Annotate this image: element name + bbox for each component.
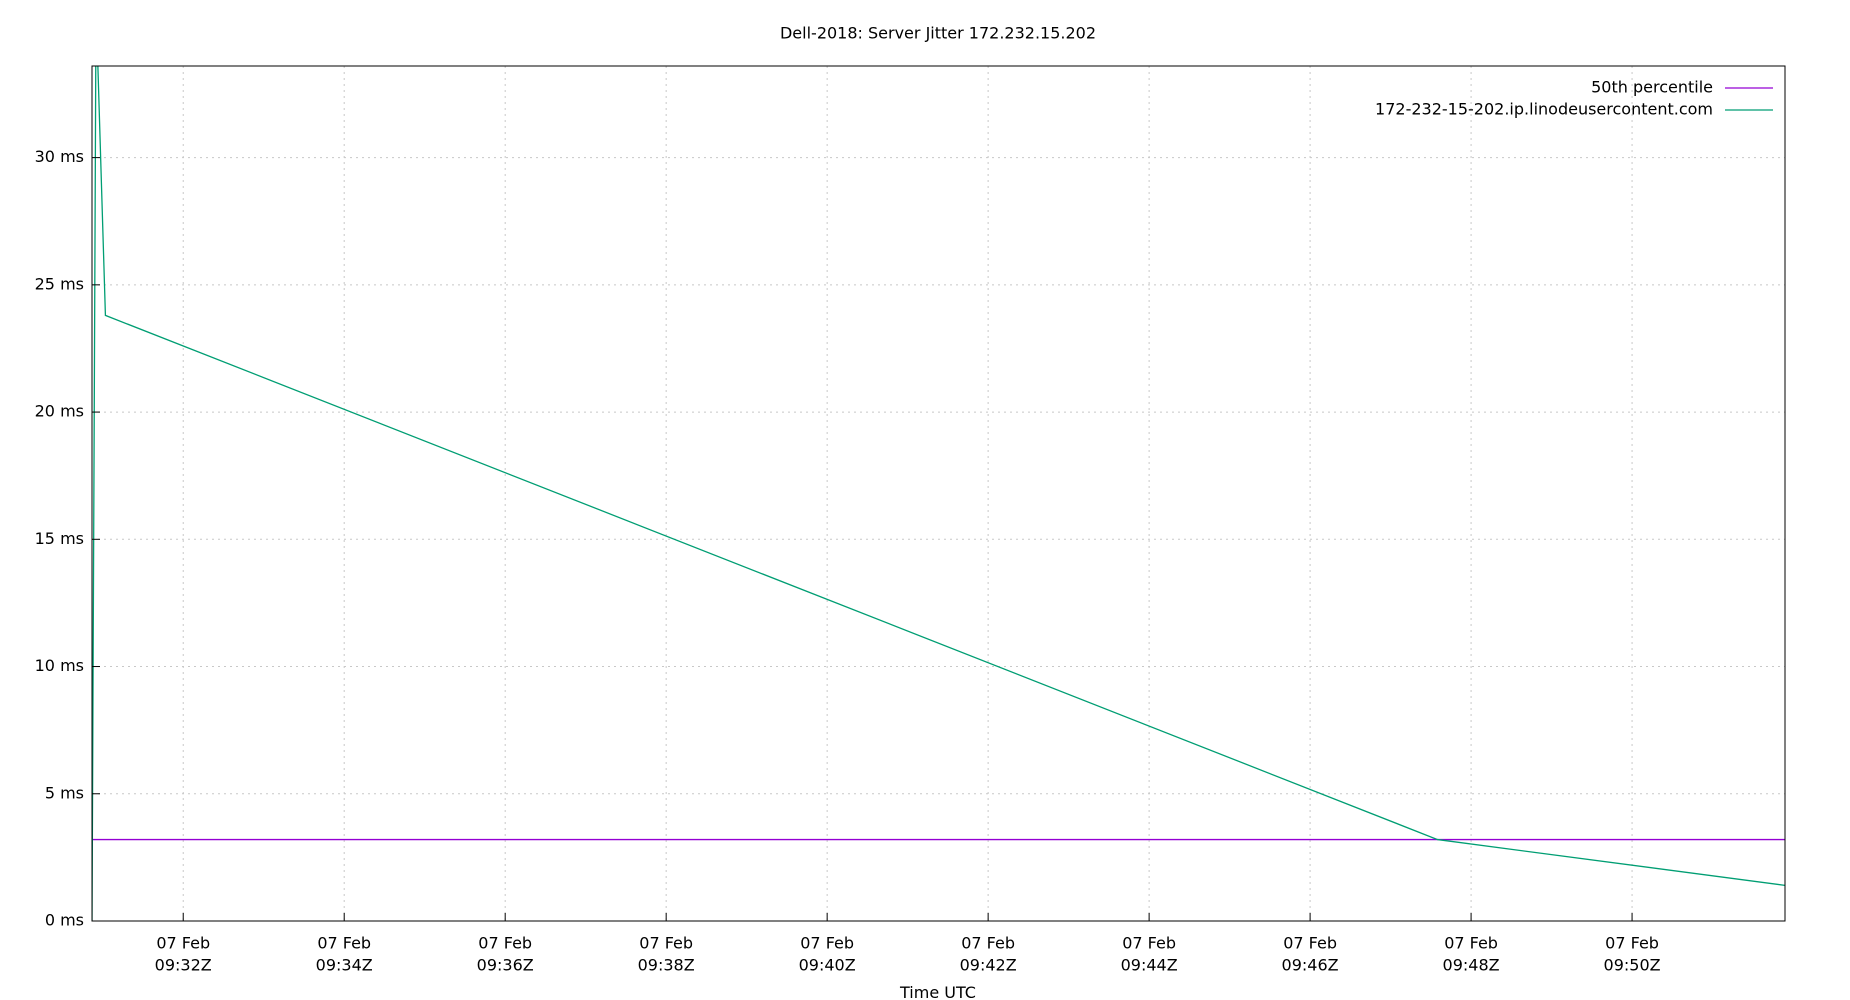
x-tick-label: 07 Feb	[1605, 934, 1659, 953]
y-tick-label: 30 ms	[35, 147, 84, 166]
plot-area	[92, 66, 1785, 921]
x-tick-label: 09:44Z	[1121, 956, 1178, 975]
x-tick-label: 07 Feb	[1444, 934, 1498, 953]
x-tick-label: 09:36Z	[477, 956, 534, 975]
x-tick-label: 09:42Z	[960, 956, 1017, 975]
y-tick-label: 15 ms	[35, 529, 84, 548]
x-tick-label: 07 Feb	[800, 934, 854, 953]
x-tick-label: 09:50Z	[1604, 956, 1661, 975]
x-tick-label: 07 Feb	[317, 934, 371, 953]
chart-title: Dell-2018: Server Jitter 172.232.15.202	[780, 24, 1096, 43]
y-tick-label: 20 ms	[35, 402, 84, 421]
y-tick-label: 25 ms	[35, 274, 84, 293]
y-tick-label: 0 ms	[45, 911, 84, 930]
legend-label: 172-232-15-202.ip.linodeusercontent.com	[1375, 100, 1713, 119]
x-tick-label: 07 Feb	[1122, 934, 1176, 953]
line-series	[92, 66, 1785, 921]
y-tick-label: 5 ms	[45, 783, 84, 802]
x-tick-label: 07 Feb	[639, 934, 693, 953]
x-tick-label: 07 Feb	[961, 934, 1015, 953]
x-tick-label: 07 Feb	[1283, 934, 1337, 953]
x-tick-label: 07 Feb	[156, 934, 210, 953]
x-tick-label: 09:32Z	[155, 956, 212, 975]
x-tick-label: 09:48Z	[1443, 956, 1500, 975]
y-tick-label: 10 ms	[35, 656, 84, 675]
grid	[92, 66, 1785, 922]
x-tick-label: 07 Feb	[478, 934, 532, 953]
legend-label: 50th percentile	[1591, 78, 1713, 97]
x-tick-label: 09:40Z	[799, 956, 856, 975]
plot-frame	[91, 65, 1786, 922]
x-axis-label: Time UTC	[899, 983, 976, 1000]
x-tick-label: 09:38Z	[638, 956, 695, 975]
x-tick-label: 09:46Z	[1282, 956, 1339, 975]
x-tick-label: 09:34Z	[316, 956, 373, 975]
